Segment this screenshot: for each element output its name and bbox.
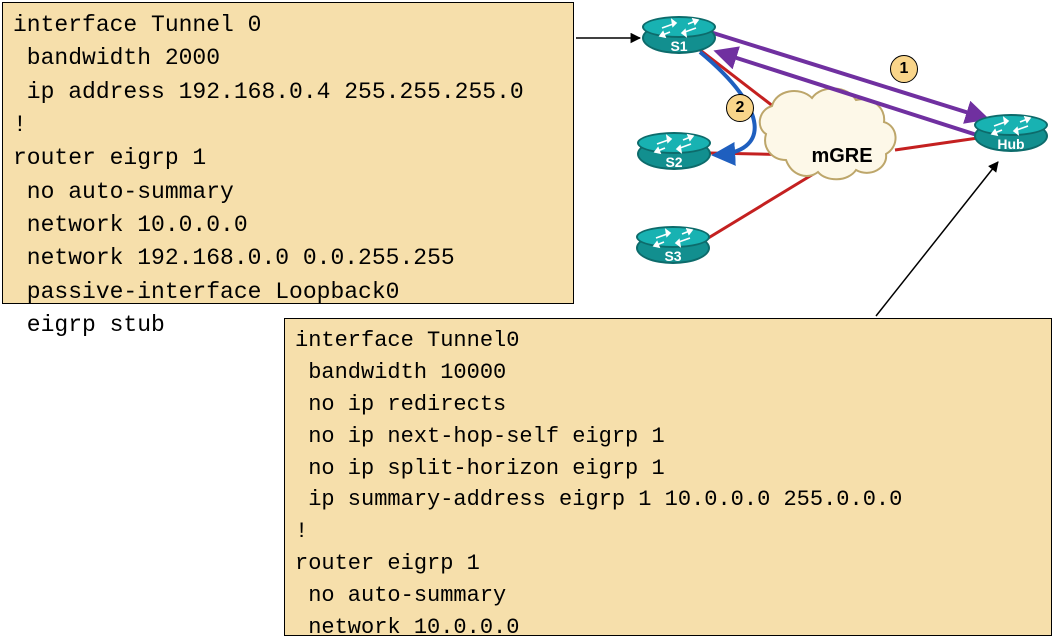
hub-config-box: interface Tunnel0 bandwidth 10000 no ip … <box>284 318 1052 636</box>
mgre-cloud: mGRE <box>760 88 896 179</box>
router-s3-label: S3 <box>636 248 710 264</box>
router-s2: S2 <box>637 132 711 174</box>
cloud-label: mGRE <box>811 145 872 167</box>
router-s3: S3 <box>636 226 710 268</box>
flow-badge-2: 2 <box>726 94 754 122</box>
hub-config-text: interface Tunnel0 bandwidth 10000 no ip … <box>295 328 902 641</box>
router-s1: S1 <box>642 16 716 58</box>
pointer-lines <box>576 38 998 316</box>
router-s2-label: S2 <box>637 154 711 170</box>
spoke-config-text: interface Tunnel 0 bandwidth 2000 ip add… <box>13 12 524 338</box>
router-hub-label: Hub <box>974 136 1048 152</box>
spoke-config-box: interface Tunnel 0 bandwidth 2000 ip add… <box>2 2 574 304</box>
mgre-links <box>700 50 978 240</box>
router-s1-label: S1 <box>642 38 716 54</box>
flow-1 <box>710 32 985 136</box>
flow-badge-1: 1 <box>890 55 918 83</box>
router-hub: Hub <box>974 114 1048 156</box>
